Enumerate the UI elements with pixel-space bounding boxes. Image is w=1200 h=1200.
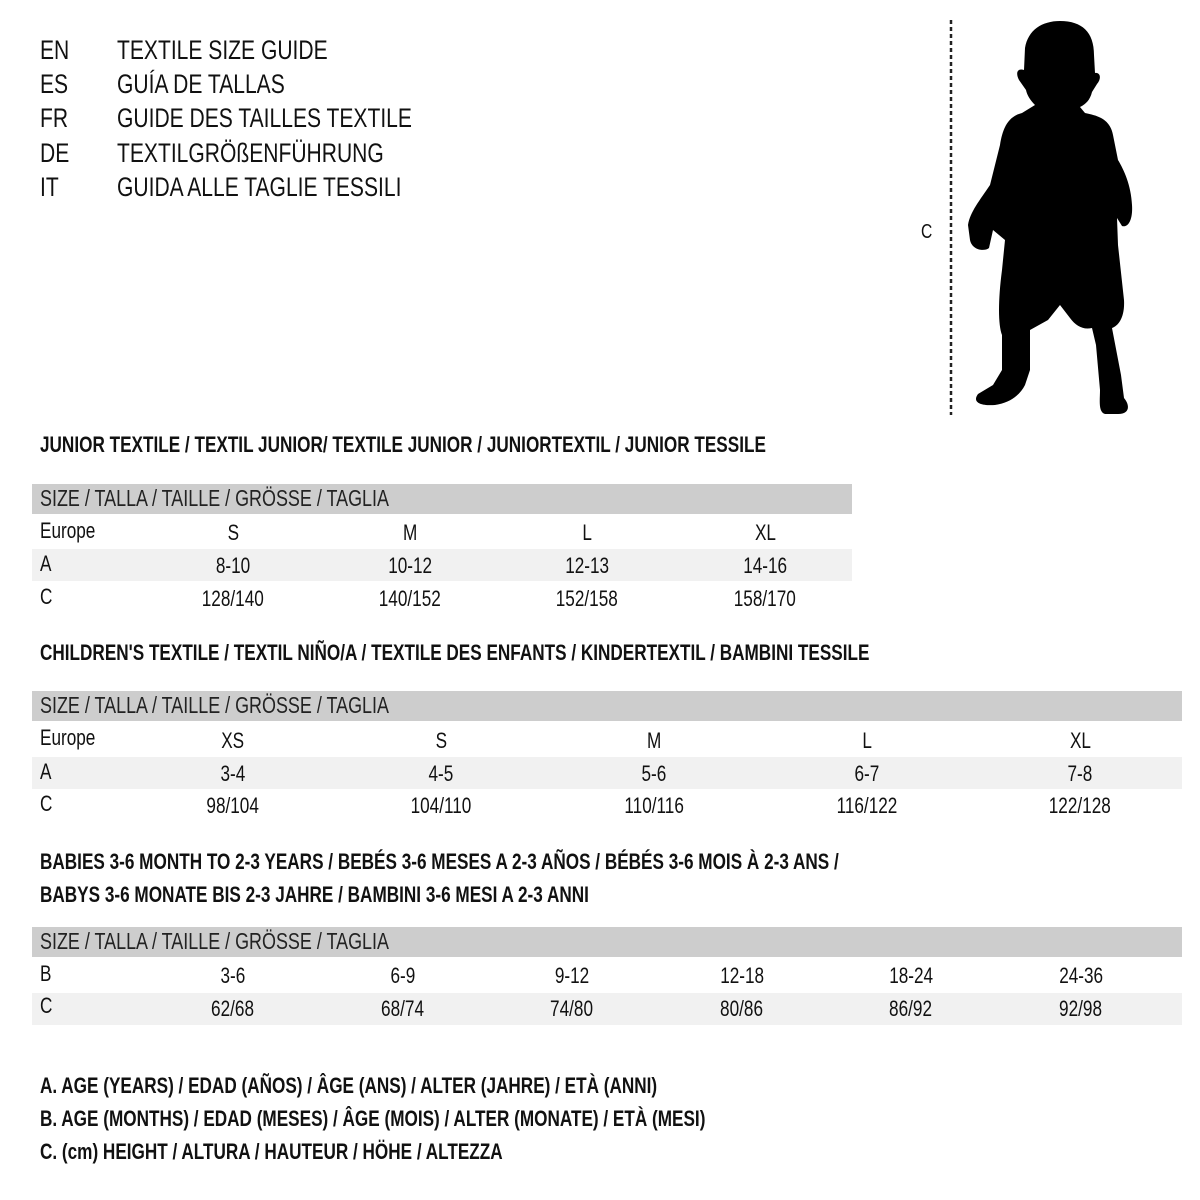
- legend-item-b: B. AGE (MONTHS) / EDAD (MESES) / ÂGE (MO…: [40, 1106, 706, 1131]
- row-label: C: [40, 584, 53, 609]
- junior-row-shade: [32, 549, 852, 581]
- children-size-header-label: SIZE / TALLA / TAILLE / GRÖSSE / TAGLIA: [40, 692, 389, 718]
- children-size-header: [32, 691, 1182, 721]
- table-cell: 6-9: [390, 963, 416, 988]
- table-cell: XS: [221, 728, 245, 753]
- table-cell: M: [646, 728, 662, 753]
- row-label: Europe: [40, 518, 96, 543]
- babies-size-header-label: SIZE / TALLA / TAILLE / GRÖSSE / TAGLIA: [40, 928, 389, 954]
- table-cell: XL: [754, 520, 776, 545]
- babies-size-header: [32, 927, 1182, 957]
- row-label: A: [40, 759, 52, 784]
- table-cell: 18-24: [889, 963, 933, 988]
- table-cell: 14-16: [743, 553, 787, 578]
- table-cell: 140/152: [378, 586, 442, 611]
- table-cell: 7-8: [1067, 761, 1093, 786]
- babies-section-title-line1: BABIES 3-6 MONTH TO 2-3 YEARS / BEBÉS 3-…: [40, 849, 839, 874]
- table-cell: 24-36: [1059, 963, 1103, 988]
- babies-row-shade: [32, 993, 1182, 1025]
- lang-code: EN: [40, 35, 70, 65]
- table-cell: 12-13: [565, 553, 609, 578]
- table-cell: 80/86: [720, 996, 764, 1021]
- table-cell: 74/80: [550, 996, 594, 1021]
- table-cell: 8-10: [215, 553, 251, 578]
- table-cell: 10-12: [388, 553, 432, 578]
- table-cell: 5-6: [641, 761, 667, 786]
- table-cell: 86/92: [889, 996, 933, 1021]
- guide-title: TEXTILGRÖßENFÜHRUNG: [117, 138, 384, 168]
- junior-size-header: [32, 484, 852, 514]
- row-label: C: [40, 791, 53, 816]
- table-cell: 104/110: [410, 793, 472, 818]
- table-cell: 3-6: [220, 963, 246, 988]
- table-cell: 6-7: [854, 761, 880, 786]
- legend-item-c: C. (cm) HEIGHT / ALTURA / HAUTEUR / HÖHE…: [40, 1139, 503, 1164]
- table-cell: 122/128: [1048, 793, 1112, 818]
- junior-section-title: JUNIOR TEXTILE / TEXTIL JUNIOR/ TEXTILE …: [40, 432, 766, 457]
- children-row-shade: [32, 757, 1182, 789]
- guide-title: TEXTILE SIZE GUIDE: [117, 35, 328, 65]
- table-cell: 9-12: [554, 963, 590, 988]
- table-cell: 110/116: [624, 793, 684, 818]
- lang-code: FR: [40, 103, 69, 133]
- row-label: C: [40, 993, 53, 1018]
- table-cell: L: [862, 728, 872, 753]
- table-cell: 128/140: [201, 586, 265, 611]
- child-silhouette-icon: [949, 20, 1133, 415]
- table-cell: 68/74: [381, 996, 425, 1021]
- row-label: Europe: [40, 725, 96, 750]
- table-cell: XL: [1069, 728, 1091, 753]
- babies-section-title-line2: BABYS 3-6 MONATE BIS 2-3 JAHRE / BAMBINI…: [40, 882, 589, 907]
- guide-title: GUÍA DE TALLAS: [117, 69, 285, 99]
- table-cell: 98/104: [206, 793, 260, 818]
- lang-code: IT: [40, 172, 59, 202]
- table-cell: L: [582, 520, 592, 545]
- table-cell: 3-4: [220, 761, 246, 786]
- table-cell: 116/122: [836, 793, 898, 818]
- row-label: B: [40, 961, 52, 986]
- guide-title: GUIDA ALLE TAGLIE TESSILI: [117, 172, 402, 202]
- table-cell: S: [227, 520, 239, 545]
- lang-code: DE: [40, 138, 70, 168]
- guide-title: GUIDE DES TAILLES TEXTILE: [117, 103, 412, 133]
- table-cell: 158/170: [733, 586, 797, 611]
- table-cell: M: [402, 520, 418, 545]
- table-cell: S: [435, 728, 447, 753]
- row-label: A: [40, 551, 52, 576]
- legend-item-a: A. AGE (YEARS) / EDAD (AÑOS) / ÂGE (ANS)…: [40, 1073, 658, 1098]
- table-cell: 62/68: [211, 996, 255, 1021]
- table-cell: 4-5: [428, 761, 454, 786]
- lang-code: ES: [40, 69, 69, 99]
- junior-size-header-label: SIZE / TALLA / TAILLE / GRÖSSE / TAGLIA: [40, 485, 389, 511]
- table-cell: 92/98: [1059, 996, 1103, 1021]
- height-label: C: [921, 221, 933, 243]
- table-cell: 12-18: [720, 963, 764, 988]
- children-section-title: CHILDREN'S TEXTILE / TEXTIL NIÑO/A / TEX…: [40, 640, 870, 665]
- table-cell: 152/158: [555, 586, 619, 611]
